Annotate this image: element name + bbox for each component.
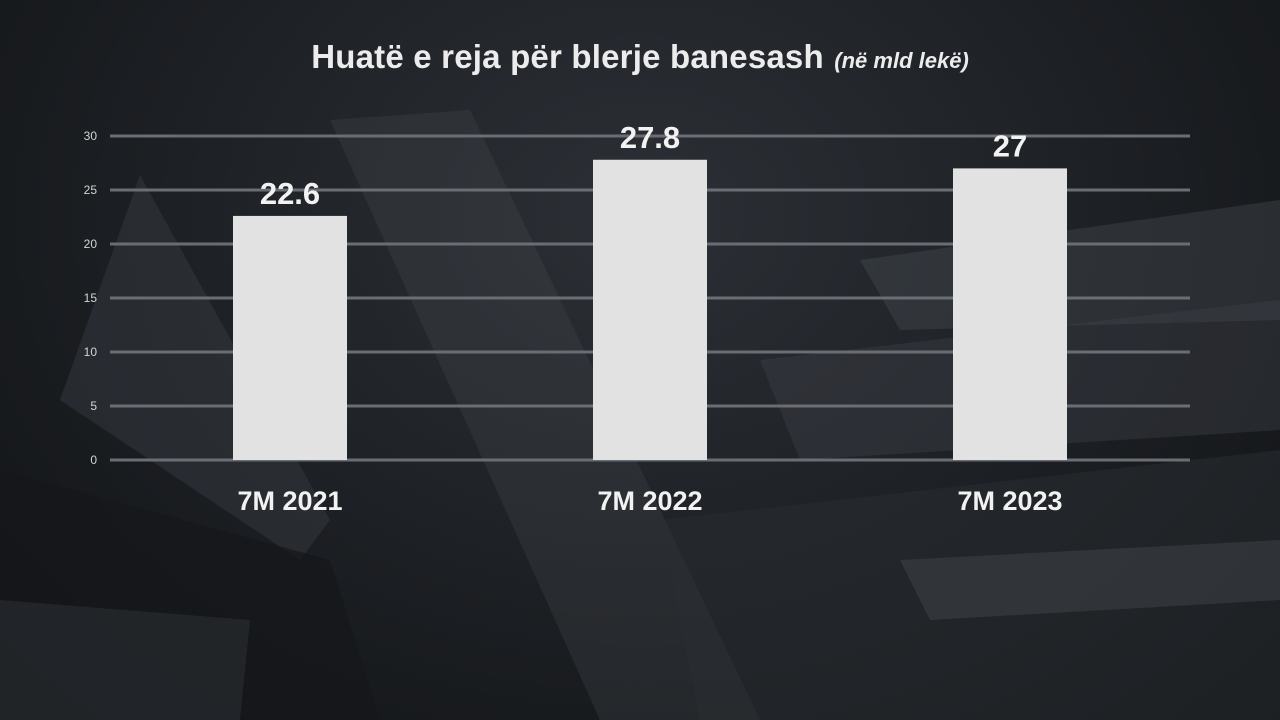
chart-title: Huatë e reja për blerje banesash (në mld… bbox=[0, 38, 1280, 76]
y-tick-label: 10 bbox=[84, 345, 98, 359]
bar bbox=[953, 168, 1067, 460]
y-tick-label: 15 bbox=[84, 291, 98, 305]
bar-value-label: 22.6 bbox=[260, 176, 320, 211]
y-tick-label: 30 bbox=[84, 129, 98, 143]
y-tick-label: 20 bbox=[84, 237, 98, 251]
chart-title-main: Huatë e reja për blerje banesash bbox=[311, 38, 824, 75]
x-category-label: 7M 2021 bbox=[237, 486, 342, 516]
y-tick-label: 0 bbox=[90, 453, 97, 467]
chart-subtitle-unit: (në mld lekë) bbox=[834, 48, 969, 73]
x-category-label: 7M 2023 bbox=[957, 486, 1062, 516]
bar-value-label: 27 bbox=[993, 128, 1027, 163]
y-tick-label: 5 bbox=[90, 399, 97, 413]
x-category-label: 7M 2022 bbox=[597, 486, 702, 516]
bar-value-label: 27.8 bbox=[620, 120, 680, 155]
bar bbox=[233, 215, 347, 460]
bar bbox=[593, 159, 707, 460]
y-tick-label: 25 bbox=[84, 183, 98, 197]
